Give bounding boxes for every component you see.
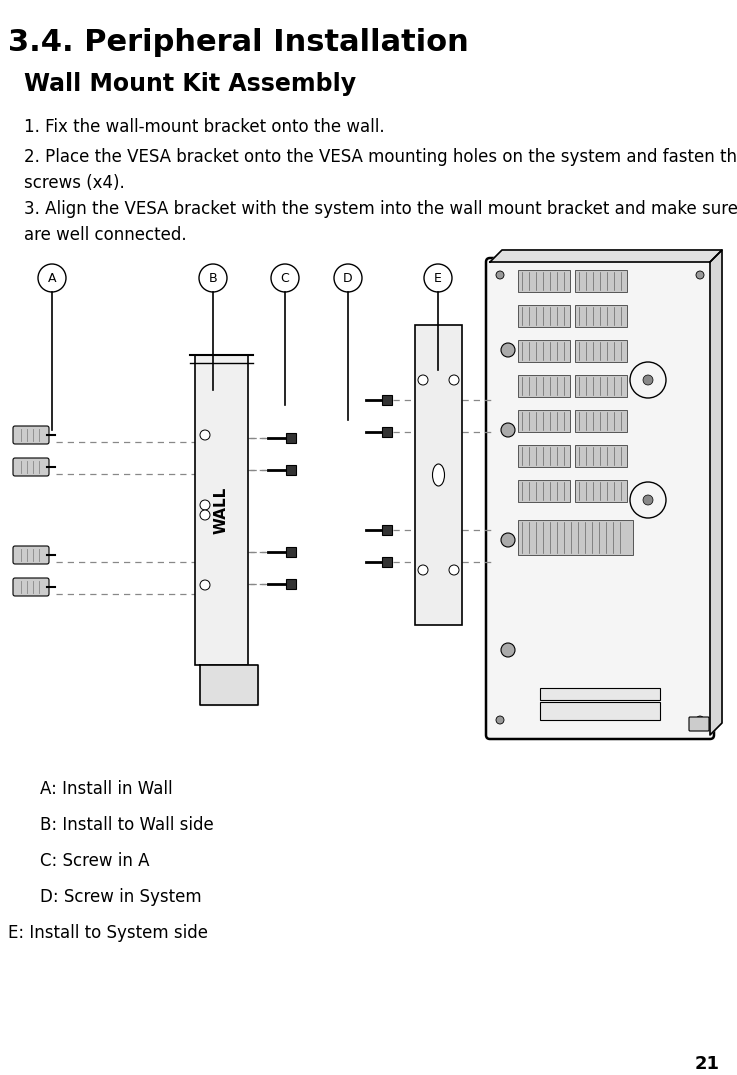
FancyBboxPatch shape bbox=[382, 557, 392, 567]
Circle shape bbox=[200, 500, 210, 510]
FancyBboxPatch shape bbox=[518, 305, 570, 327]
Text: C: C bbox=[281, 272, 290, 285]
FancyBboxPatch shape bbox=[575, 305, 627, 327]
FancyBboxPatch shape bbox=[540, 702, 660, 720]
FancyBboxPatch shape bbox=[518, 481, 570, 502]
FancyBboxPatch shape bbox=[13, 546, 49, 564]
FancyBboxPatch shape bbox=[575, 445, 627, 467]
Text: Wall Mount Kit Assembly: Wall Mount Kit Assembly bbox=[24, 72, 356, 96]
Polygon shape bbox=[490, 250, 722, 262]
FancyBboxPatch shape bbox=[689, 717, 709, 731]
Text: C: Screw in A: C: Screw in A bbox=[40, 852, 150, 870]
FancyBboxPatch shape bbox=[518, 520, 633, 555]
FancyBboxPatch shape bbox=[518, 270, 570, 292]
FancyBboxPatch shape bbox=[195, 355, 248, 665]
FancyBboxPatch shape bbox=[575, 410, 627, 432]
FancyBboxPatch shape bbox=[13, 578, 49, 596]
Text: 1. Fix the wall-mount bracket onto the wall.: 1. Fix the wall-mount bracket onto the w… bbox=[24, 118, 385, 137]
Circle shape bbox=[643, 494, 653, 505]
Circle shape bbox=[449, 565, 459, 575]
Circle shape bbox=[501, 343, 515, 357]
Circle shape bbox=[501, 422, 515, 438]
Text: E: E bbox=[434, 272, 442, 285]
Circle shape bbox=[200, 510, 210, 520]
Circle shape bbox=[496, 271, 504, 280]
Circle shape bbox=[449, 375, 459, 385]
FancyBboxPatch shape bbox=[518, 410, 570, 432]
Circle shape bbox=[501, 643, 515, 657]
Text: B: B bbox=[209, 272, 217, 285]
Circle shape bbox=[643, 375, 653, 385]
FancyBboxPatch shape bbox=[13, 458, 49, 476]
FancyBboxPatch shape bbox=[518, 445, 570, 467]
FancyBboxPatch shape bbox=[286, 465, 296, 475]
Circle shape bbox=[496, 716, 504, 723]
FancyBboxPatch shape bbox=[382, 395, 392, 405]
Text: WALL: WALL bbox=[214, 486, 229, 533]
Circle shape bbox=[200, 580, 210, 590]
FancyBboxPatch shape bbox=[575, 481, 627, 502]
Text: 2. Place the VESA bracket onto the VESA mounting holes on the system and fasten : 2. Place the VESA bracket onto the VESA … bbox=[24, 148, 737, 166]
Text: 21: 21 bbox=[695, 1055, 720, 1073]
Text: A: Install in Wall: A: Install in Wall bbox=[40, 780, 172, 798]
Ellipse shape bbox=[433, 464, 444, 486]
Circle shape bbox=[418, 375, 428, 385]
Polygon shape bbox=[200, 665, 258, 705]
Text: are well connected.: are well connected. bbox=[24, 226, 186, 244]
Text: B: Install to Wall side: B: Install to Wall side bbox=[40, 816, 214, 834]
Text: screws (x4).: screws (x4). bbox=[24, 174, 125, 192]
Text: D: D bbox=[343, 272, 353, 285]
FancyBboxPatch shape bbox=[13, 426, 49, 444]
Text: D: Screw in System: D: Screw in System bbox=[40, 888, 202, 906]
FancyBboxPatch shape bbox=[382, 427, 392, 438]
FancyBboxPatch shape bbox=[286, 547, 296, 557]
FancyBboxPatch shape bbox=[518, 375, 570, 397]
FancyBboxPatch shape bbox=[575, 340, 627, 362]
FancyBboxPatch shape bbox=[575, 375, 627, 397]
FancyBboxPatch shape bbox=[540, 688, 660, 700]
Text: E: Install to System side: E: Install to System side bbox=[8, 924, 208, 942]
FancyBboxPatch shape bbox=[518, 340, 570, 362]
Polygon shape bbox=[710, 250, 722, 735]
FancyBboxPatch shape bbox=[415, 325, 462, 625]
Circle shape bbox=[418, 565, 428, 575]
FancyBboxPatch shape bbox=[382, 525, 392, 535]
FancyBboxPatch shape bbox=[286, 433, 296, 443]
FancyBboxPatch shape bbox=[575, 270, 627, 292]
Text: 3. Align the VESA bracket with the system into the wall mount bracket and make s: 3. Align the VESA bracket with the syste… bbox=[24, 200, 737, 218]
FancyBboxPatch shape bbox=[286, 579, 296, 589]
Circle shape bbox=[501, 533, 515, 547]
Text: A: A bbox=[48, 272, 56, 285]
Circle shape bbox=[696, 716, 704, 723]
Text: 3.4. Peripheral Installation: 3.4. Peripheral Installation bbox=[8, 28, 469, 57]
Circle shape bbox=[696, 271, 704, 280]
FancyBboxPatch shape bbox=[486, 258, 714, 739]
Circle shape bbox=[200, 430, 210, 440]
